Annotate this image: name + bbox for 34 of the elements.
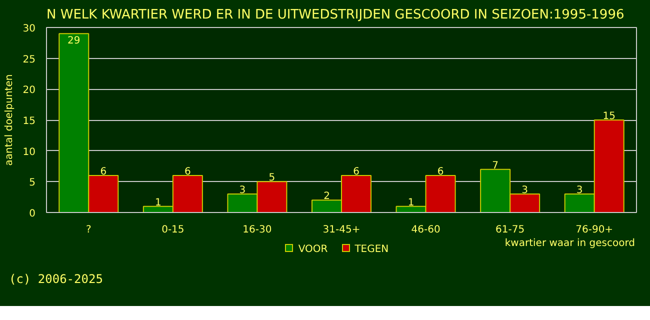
data-label: 29: [68, 36, 80, 47]
data-label: 3: [239, 185, 246, 196]
y-tick-label: 10: [22, 146, 36, 158]
data-label: 3: [522, 185, 528, 196]
data-label: 7: [492, 160, 499, 172]
data-label: 2: [324, 191, 330, 202]
data-label: 15: [602, 111, 616, 122]
y-tick-label: 5: [29, 178, 36, 189]
y-tick-label: 0: [29, 208, 36, 220]
data-label: 6: [100, 166, 107, 178]
x-axis-title: kwartier waar in gescoord: [504, 237, 635, 251]
data-label: 3: [576, 185, 583, 196]
legend-label: VOOR: [298, 244, 328, 255]
x-tick-label: 76-90+: [576, 224, 614, 236]
text: (c) 2006-2025: [8, 271, 104, 288]
x-tick-label: 61-75: [496, 224, 525, 236]
data-label: 5: [268, 172, 276, 184]
data-label: 6: [353, 166, 360, 178]
y-tick-label: 30: [22, 24, 36, 34]
x-tick-label: 16-30: [242, 224, 272, 236]
y-tick-label: 15: [22, 116, 36, 127]
data-label: 1: [408, 197, 414, 208]
x-tick-label: 31-45+: [322, 224, 360, 236]
data-label: 6: [184, 166, 191, 178]
y-tick-label: 20: [22, 85, 36, 96]
x-tick-label: 46-60: [411, 224, 440, 236]
x-tick-label: 0-15: [162, 224, 184, 236]
chart-title: N WELK KWARTIER WERD ER IN DE UITWEDSTRIJDEN GESCOORD IN SEIZOEN:1995-1996: [46, 8, 624, 22]
x-tick-label: ?: [86, 224, 92, 236]
data-label: 6: [437, 166, 444, 178]
y-axis-title: aantal doelpunten: [4, 74, 15, 166]
data-label: 1: [154, 197, 162, 208]
legend-label: TEGEN: [354, 244, 389, 255]
y-tick-label: 25: [22, 54, 36, 66]
